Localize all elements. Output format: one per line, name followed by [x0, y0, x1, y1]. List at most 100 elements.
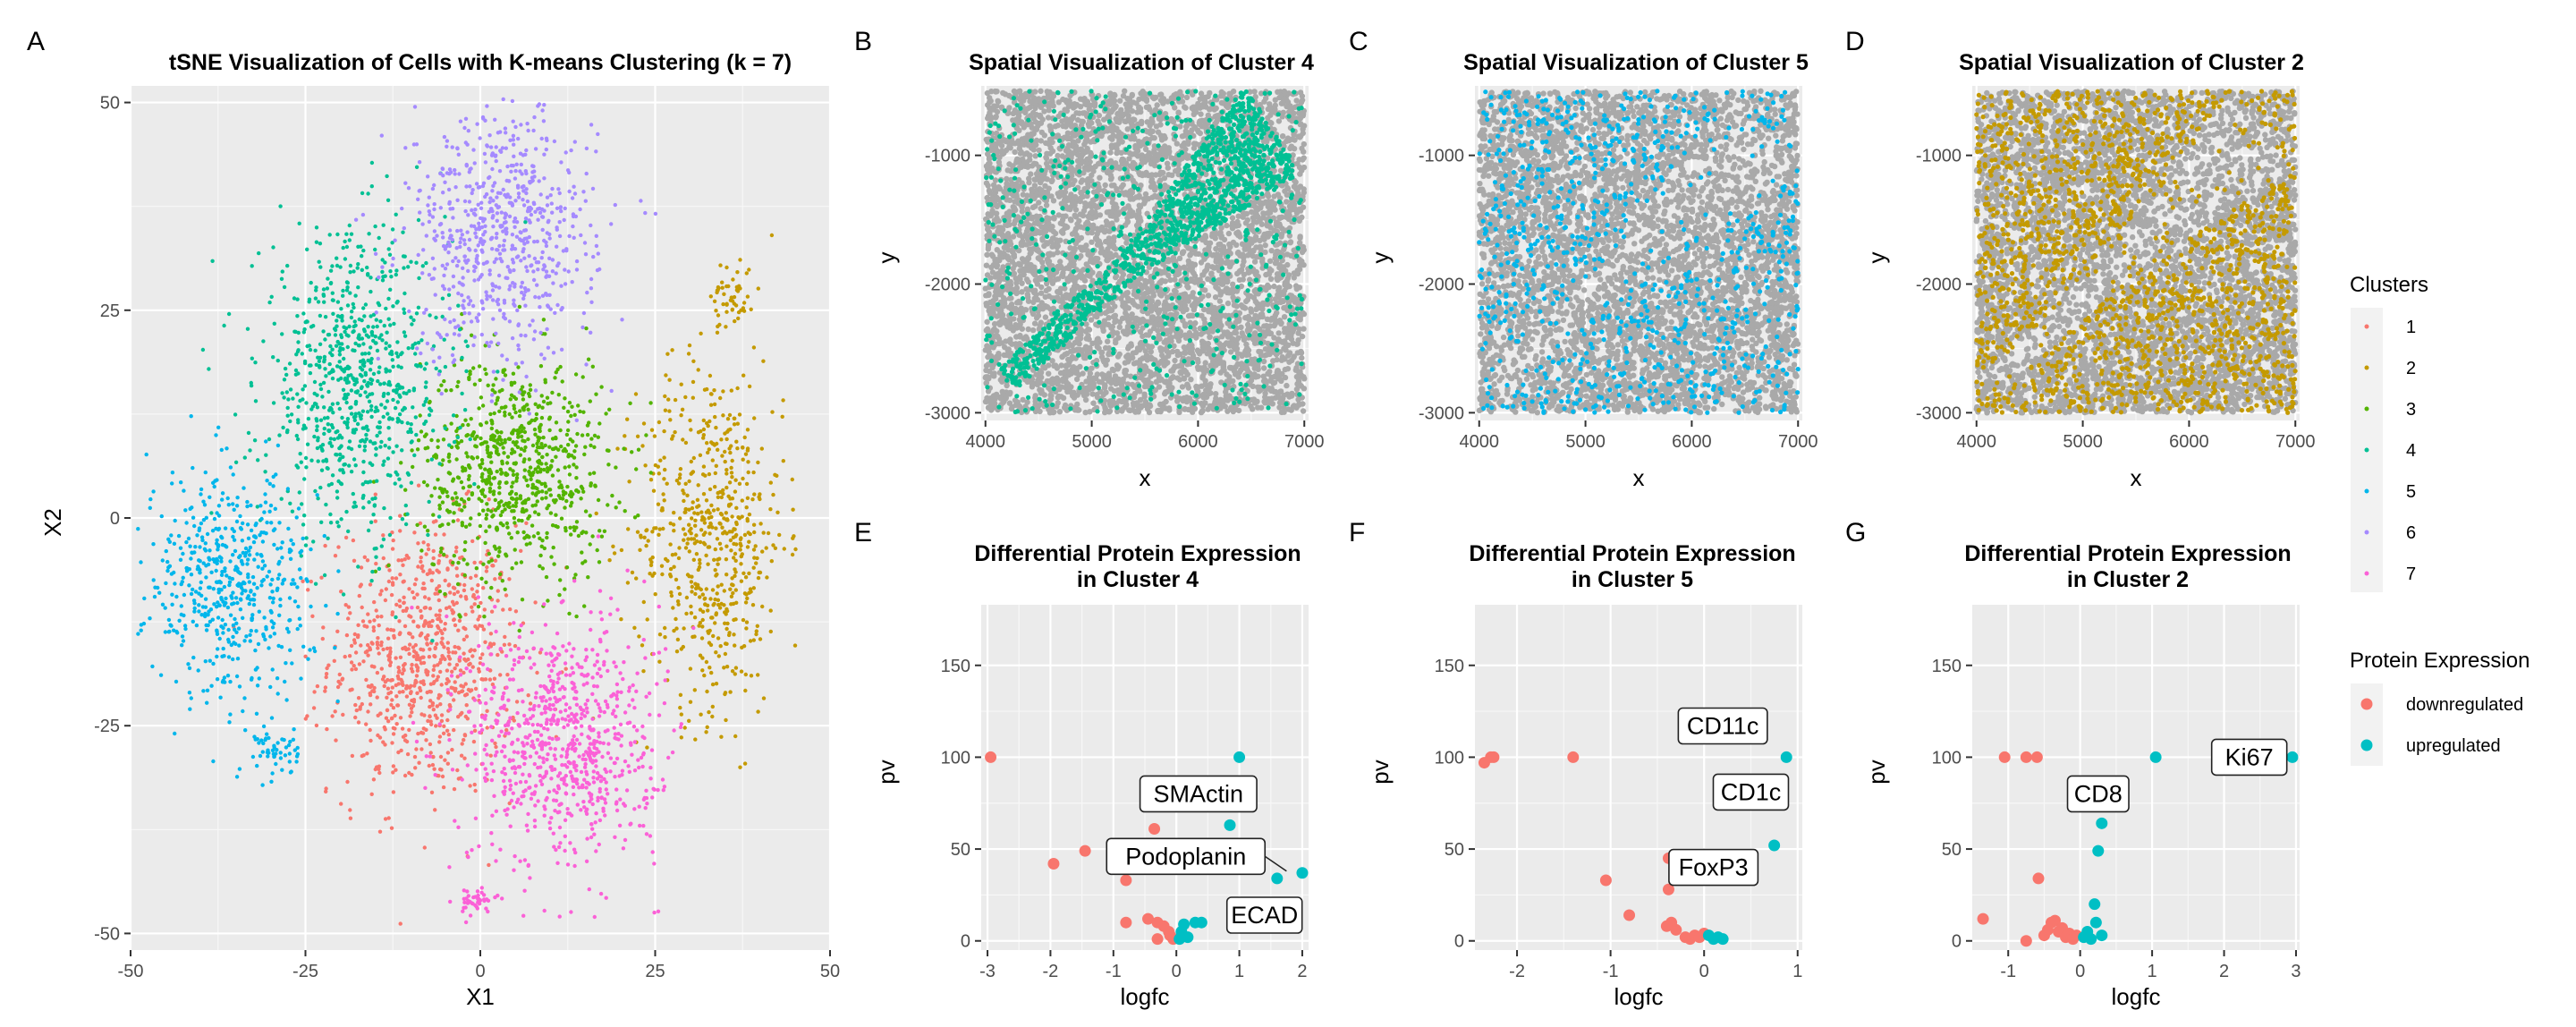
tsne-point-cluster-4	[338, 315, 342, 318]
tsne-point-cluster-4	[383, 324, 386, 327]
tsne-point-cluster-2	[731, 591, 734, 595]
tsne-point-cluster-3	[526, 484, 530, 488]
tsne-point-cluster-2	[752, 416, 756, 420]
tsne-point-cluster-1	[484, 677, 487, 681]
tsne-point-cluster-5	[160, 514, 164, 518]
tsne-point-cluster-4	[377, 430, 381, 434]
tsne-point-cluster-1	[388, 649, 392, 653]
tsne-point-cluster-4	[406, 421, 410, 425]
tsne-point-cluster-3	[566, 429, 570, 432]
tsne-point-cluster-4	[296, 348, 300, 352]
tsne-point-cluster-4	[316, 436, 319, 439]
tsne-point-cluster-1	[360, 606, 364, 609]
tsne-point-cluster-5	[204, 541, 208, 545]
tsne-point-cluster-1	[321, 625, 325, 629]
tsne-point-cluster-2	[666, 397, 670, 401]
tsne-point-cluster-2	[745, 597, 749, 600]
tsne-point-cluster-5	[198, 526, 201, 530]
tsne-point-cluster-5	[290, 769, 293, 773]
tsne-point-cluster-3	[461, 521, 464, 524]
tsne-point-cluster-5	[191, 588, 194, 591]
tsne-point-cluster-1	[438, 702, 442, 706]
tsne-point-cluster-1	[407, 614, 411, 617]
tsne-point-cluster-3	[492, 476, 496, 480]
tsne-point-cluster-5	[199, 492, 202, 496]
tsne-point-cluster-5	[177, 619, 181, 623]
tsne-point-cluster-4	[377, 365, 381, 369]
tsne-point-cluster-1	[378, 592, 382, 596]
tsne-point-cluster-2	[714, 547, 717, 551]
tsne-point-cluster-5	[274, 507, 277, 511]
tsne-point-cluster-3	[588, 472, 591, 476]
tsne-point-cluster-3	[526, 437, 530, 441]
tsne-point-cluster-2	[716, 584, 720, 588]
tsne-point-cluster-2	[724, 284, 728, 288]
tsne-point-cluster-2	[717, 522, 721, 525]
tsne-point-cluster-1	[508, 622, 512, 625]
tsne-point-cluster-2	[739, 547, 742, 551]
tsne-point-cluster-2	[782, 459, 785, 463]
tsne-point-cluster-4	[301, 352, 304, 355]
tsne-point-cluster-2	[704, 730, 708, 734]
tsne-point-cluster-1	[372, 618, 376, 622]
tsne-point-cluster-2	[709, 515, 713, 519]
tsne-point-cluster-4	[318, 365, 321, 369]
tsne-point-cluster-2	[733, 552, 737, 556]
tsne-point-cluster-1	[397, 682, 401, 685]
tsne-point-cluster-2	[709, 615, 713, 619]
tsne-point-cluster-4	[326, 422, 330, 426]
tsne-point-cluster-3	[436, 446, 439, 449]
tsne-point-cluster-4	[374, 453, 377, 456]
tsne-point-cluster-5	[217, 527, 221, 530]
tsne-point-cluster-3	[563, 396, 566, 400]
tsne-point-cluster-3	[570, 405, 573, 409]
tsne-point-cluster-5	[275, 547, 279, 550]
tsne-point-cluster-3	[536, 499, 539, 503]
tsne-point-cluster-3	[472, 430, 476, 434]
tsne-point-cluster-3	[480, 458, 484, 462]
tsne-point-cluster-2	[705, 660, 708, 664]
tsne-point-cluster-4	[343, 367, 347, 370]
tsne-point-cluster-5	[259, 583, 263, 587]
tsne-point-cluster-3	[494, 547, 497, 550]
tsne-point-cluster-1	[444, 579, 447, 582]
tsne-point-cluster-2	[745, 517, 749, 521]
tsne-point-cluster-2	[699, 713, 702, 717]
tsne-point-cluster-2	[752, 492, 756, 496]
tsne-point-cluster-1	[494, 559, 497, 563]
tsne-point-cluster-3	[470, 493, 474, 497]
tsne-point-cluster-2	[708, 488, 712, 491]
tsne-point-cluster-2	[685, 494, 689, 497]
tsne-point-cluster-3	[508, 412, 512, 416]
tsne-point-cluster-3	[512, 429, 515, 432]
tsne-point-cluster-4	[352, 430, 356, 434]
tsne-point-cluster-5	[203, 547, 207, 551]
tsne-point-cluster-5	[296, 752, 300, 756]
tsne-point-cluster-1	[460, 690, 463, 693]
tsne-point-cluster-5	[252, 593, 256, 597]
tsne-point-cluster-2	[672, 511, 675, 514]
tsne-point-cluster-5	[221, 679, 225, 683]
tsne-point-cluster-2	[661, 508, 665, 512]
tsne-point-cluster-5	[278, 604, 282, 607]
tsne-point-cluster-2	[736, 422, 740, 426]
tsne-point-cluster-2	[729, 539, 733, 542]
tsne-point-cluster-3	[451, 561, 454, 564]
tsne-point-cluster-3	[484, 581, 487, 584]
tsne-point-cluster-1	[377, 771, 381, 775]
tsne-point-cluster-2	[712, 508, 716, 512]
tsne-point-cluster-3	[489, 586, 493, 590]
xlabel-c: x	[1633, 464, 1645, 491]
tsne-point-cluster-1	[355, 709, 359, 712]
tsne-point-cluster-2	[732, 556, 735, 559]
tsne-point-cluster-2	[662, 477, 665, 480]
ylabel-c: y	[1367, 252, 1394, 264]
tsne-point-cluster-4	[276, 359, 280, 362]
tsne-point-cluster-1	[453, 645, 456, 649]
tsne-point-cluster-5	[181, 552, 184, 556]
tsne-point-cluster-4	[369, 415, 373, 419]
tsne-point-cluster-1	[470, 587, 474, 590]
tsne-point-cluster-4	[424, 420, 428, 423]
tsne-point-cluster-2	[683, 532, 687, 536]
tsne-point-cluster-4	[346, 417, 350, 420]
